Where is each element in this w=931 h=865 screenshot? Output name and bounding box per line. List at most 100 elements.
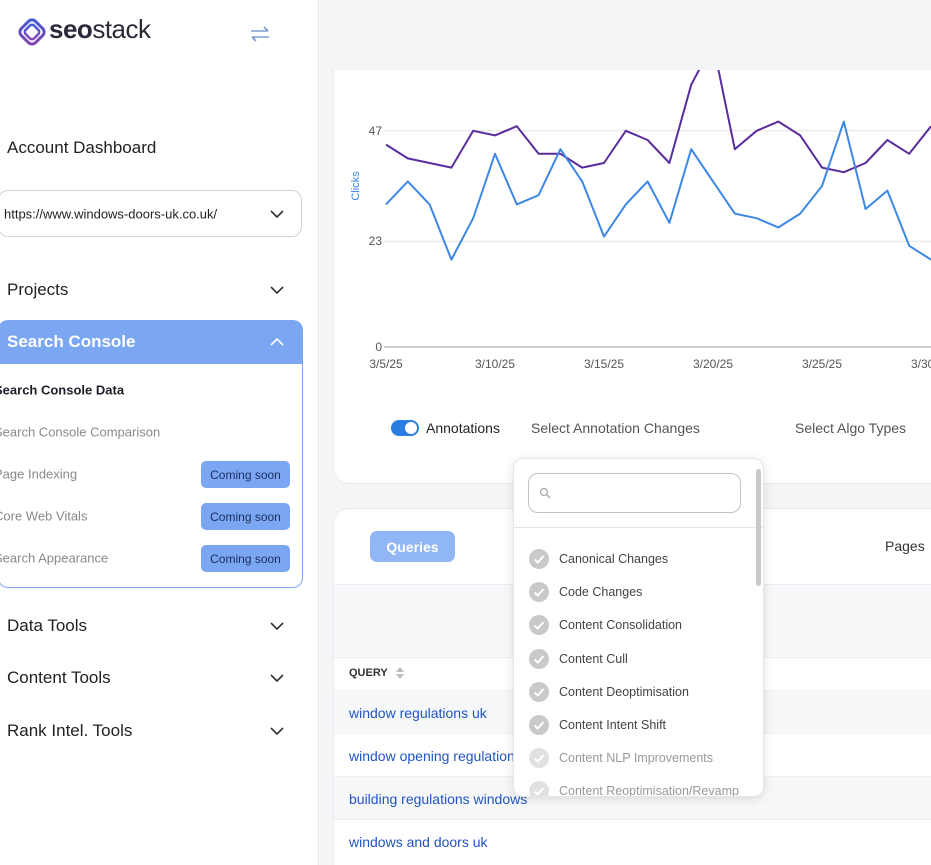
dropdown-option[interactable]: Code Changes (514, 578, 752, 606)
option-label: Content Reoptimisation/Revamp (559, 784, 739, 797)
tab-queries[interactable]: Queries (370, 531, 455, 562)
logo-bold: seo (49, 14, 93, 44)
x-tick-label: 3/10/25 (475, 357, 515, 370)
y-tick-label: 47 (369, 124, 383, 138)
x-tick-label: 3/30/25 (911, 357, 931, 370)
check-mark (533, 555, 545, 564)
x-tick-label: 3/25/25 (802, 357, 842, 370)
check-mark (533, 721, 545, 730)
submenu-item[interactable]: Search Appearance (0, 550, 109, 566)
sort-icon[interactable] (396, 666, 404, 680)
check-circle (529, 781, 549, 796)
dropdown-option[interactable]: Content Deoptimisation (514, 678, 752, 706)
check-mark (533, 787, 545, 796)
dropdown-option[interactable]: Content Intent Shift (514, 711, 752, 739)
dropdown-option[interactable]: Content Reoptimisation/Revamp (514, 777, 752, 797)
search-console-header[interactable]: Search Console (0, 320, 303, 364)
chevron-up (270, 338, 284, 346)
x-tick-label: 3/15/25 (584, 357, 624, 370)
select-annotation-changes[interactable]: Select Annotation Changes (531, 420, 700, 436)
badge-text: Coming soon (210, 468, 281, 482)
check-mark (533, 588, 545, 598)
toggle-knob (405, 422, 417, 434)
check-icon (529, 549, 549, 569)
chart-card: 0 23 47 3/5/25 3/10/25 3/15/25 3/20/25 3/25/25 3… (333, 70, 931, 484)
query-link[interactable]: windows and doors uk (349, 834, 488, 850)
x-tick-label: 3/20/25 (693, 357, 733, 370)
query-link[interactable]: window regulations uk (349, 705, 487, 721)
sidebar: seostack Account Dashboard https://www.wi… (0, 0, 319, 865)
submenu-item[interactable]: Search Console Data (0, 382, 125, 398)
check-circle (529, 615, 549, 636)
nav-item[interactable]: Data Tools (7, 616, 88, 635)
coming-soon-badge: Coming soon (201, 503, 290, 530)
logo-icon (18, 18, 46, 46)
coming-soon-badge: Coming soon (201, 461, 290, 488)
query-link[interactable]: window opening regulations (349, 748, 522, 764)
chevron-path (270, 210, 284, 218)
option-label: Code Changes (559, 585, 643, 600)
dropdown-option[interactable]: Canonical Changes (514, 545, 752, 573)
annotation-dropdown: Canonical Changes Code Changes Content Con… (513, 458, 764, 797)
chevron-down (270, 210, 284, 218)
search-icon-handle (546, 494, 551, 499)
chevron-path (270, 286, 284, 294)
nav-item[interactable]: Rank Intel. Tools (7, 721, 133, 740)
dropdown-option[interactable]: Content Consolidation (514, 611, 752, 639)
check-mark (533, 688, 545, 697)
check-icon (529, 681, 549, 702)
dropdown-option[interactable]: Content NLP Improvements (514, 744, 752, 772)
select-algo-types[interactable]: Select Algo Types (795, 420, 907, 436)
check-icon (529, 715, 549, 735)
y-axis-title: Clicks (350, 171, 362, 201)
check-mark (533, 754, 545, 764)
chevron-down (270, 674, 284, 682)
check-circle (529, 748, 549, 769)
scrollbar (756, 469, 761, 586)
check-circle (529, 681, 549, 702)
coming-soon-badge: Coming soon (201, 545, 290, 572)
badge-text: Coming soon (210, 552, 281, 566)
column-header[interactable]: QUERY (349, 667, 388, 679)
annotations-toggle[interactable] (391, 420, 419, 436)
chevron-path (270, 338, 284, 346)
option-label: Content Intent Shift (559, 718, 667, 732)
submenu-item[interactable]: Search Console Comparison (0, 424, 161, 440)
check-icon (529, 748, 549, 769)
check-mark (533, 654, 545, 664)
check-circle (529, 549, 549, 569)
chevron-down (270, 286, 284, 294)
x-tick-label: 3/5/25 (369, 357, 403, 370)
dropdown-option[interactable]: Content Cull (514, 645, 752, 673)
series-line (385, 70, 931, 174)
annotations-label: Annotations (426, 420, 500, 436)
project-select[interactable]: https://www.windows-doors-uk.co.uk/ (0, 190, 302, 237)
option-label: Content Deoptimisation (559, 684, 689, 699)
collapse-toggle[interactable] (248, 26, 272, 42)
chevron-path (270, 622, 284, 630)
submenu-item[interactable]: Core Web Vitals (0, 508, 88, 524)
nav-item[interactable]: Content Tools (7, 668, 111, 687)
search-input[interactable] (528, 473, 741, 513)
nav-item[interactable]: Projects (7, 280, 69, 299)
search-icon-circle (539, 487, 549, 497)
search-console-label: Search Console (7, 332, 136, 351)
nav-item[interactable]: Account Dashboard (7, 138, 157, 157)
submenu-item[interactable]: Page Indexing (0, 466, 78, 482)
check-mark (533, 621, 545, 631)
table-row: windows and doors uk (334, 819, 931, 863)
divider (514, 527, 763, 528)
option-label: Content Cull (559, 651, 628, 666)
tab-pages[interactable]: Pages (885, 538, 925, 554)
y-tick-label: 0 (375, 340, 382, 354)
logo-text: seostack (49, 14, 151, 45)
option-label: Content NLP Improvements (559, 751, 714, 766)
check-icon (529, 582, 549, 603)
chevron-path (270, 674, 284, 682)
check-icon (529, 648, 549, 669)
chevron-down (270, 622, 284, 630)
series-line (385, 120, 931, 261)
query-link[interactable]: building regulations windows (349, 791, 528, 807)
